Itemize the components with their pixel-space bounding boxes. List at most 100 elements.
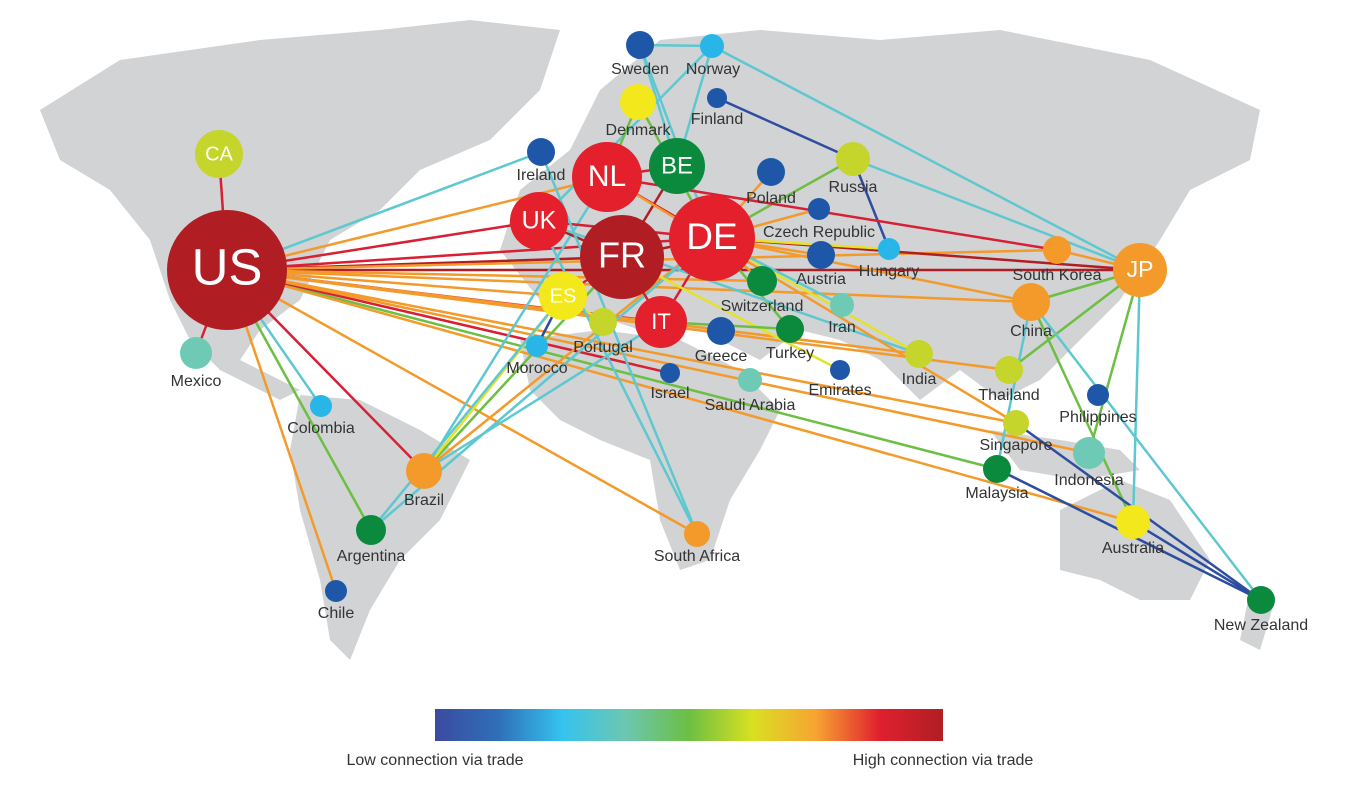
node	[649, 138, 705, 194]
node	[747, 266, 777, 296]
node-label: Sweden	[611, 61, 669, 78]
node	[995, 356, 1023, 384]
node	[180, 337, 212, 369]
legend-high: High connection via trade	[853, 752, 1034, 769]
node-label: ES	[550, 285, 577, 307]
indonesia-land	[990, 430, 1140, 480]
node-label: South Africa	[654, 548, 740, 565]
node	[1087, 384, 1109, 406]
node-label: Finland	[691, 111, 743, 128]
node	[1073, 437, 1105, 469]
connection	[1008, 269, 1141, 371]
node	[983, 455, 1011, 483]
connection	[711, 236, 1032, 304]
node-label: Australia	[1102, 540, 1164, 557]
node-label: BE	[661, 152, 693, 179]
node-label: IT	[651, 309, 671, 334]
node	[707, 88, 727, 108]
node	[1247, 586, 1275, 614]
node-label: UK	[522, 207, 557, 235]
connection	[1030, 301, 1262, 601]
nodes: US CA Mexico Colombia Brazil Argentina Chile UK…	[167, 31, 1308, 634]
node	[1003, 410, 1029, 436]
connection	[995, 301, 1033, 470]
node	[526, 335, 548, 357]
node	[757, 158, 785, 186]
node	[626, 31, 654, 59]
connection	[422, 176, 609, 472]
node-label: Poland	[746, 190, 796, 207]
node-label: Greece	[695, 348, 748, 365]
australia	[1060, 480, 1210, 600]
node-label: Mexico	[171, 373, 222, 390]
node-label: Turkey	[766, 345, 814, 362]
node-label: Indonesia	[1054, 472, 1123, 489]
node-label: Argentina	[337, 548, 406, 565]
node-label: Switzerland	[721, 298, 804, 315]
node	[539, 272, 587, 320]
connection	[370, 295, 564, 531]
node	[684, 521, 710, 547]
connection	[1029, 301, 1135, 523]
north-america	[40, 20, 560, 400]
node	[589, 308, 617, 336]
node	[808, 198, 830, 220]
node-label: Hungary	[859, 263, 919, 280]
node-label: China	[1010, 323, 1052, 340]
node	[1043, 236, 1071, 264]
node-label: US	[192, 238, 263, 295]
node	[620, 84, 656, 120]
legend-bar	[435, 709, 943, 741]
node-label: Philippines	[1059, 409, 1136, 426]
node	[167, 210, 287, 330]
node	[195, 130, 243, 178]
connection	[852, 157, 1141, 272]
node	[1113, 243, 1167, 297]
node-label: FR	[598, 235, 646, 276]
node-label: Emirates	[808, 382, 871, 399]
node	[836, 142, 870, 176]
connection	[1131, 269, 1142, 523]
node	[807, 241, 835, 269]
node-label: India	[902, 371, 937, 388]
node	[1012, 283, 1050, 321]
node-label: Colombia	[287, 420, 355, 437]
node	[580, 215, 664, 299]
node-label: JP	[1127, 256, 1154, 282]
node	[669, 195, 755, 281]
node-label: CA	[205, 143, 233, 165]
connection	[226, 268, 998, 471]
node	[830, 360, 850, 380]
node	[356, 515, 386, 545]
node	[905, 340, 933, 368]
node	[878, 238, 900, 260]
node-label: DE	[686, 216, 737, 257]
legend-low: Low connection via trade	[347, 752, 524, 769]
connection	[423, 256, 623, 472]
node-label: Brazil	[404, 492, 444, 509]
node-label: Russia	[829, 179, 878, 196]
node-label: Iran	[828, 319, 856, 336]
node	[700, 34, 724, 58]
node-label: Norway	[686, 61, 740, 78]
node	[325, 580, 347, 602]
node-label: Czech Republic	[763, 224, 875, 241]
node-label: Thailand	[978, 387, 1039, 404]
node	[738, 368, 762, 392]
node-label: Singapore	[980, 437, 1053, 454]
node	[572, 142, 642, 212]
node	[660, 363, 680, 383]
node-label: Ireland	[517, 167, 566, 184]
connection	[711, 44, 1141, 272]
node	[830, 293, 854, 317]
connection	[226, 268, 1134, 524]
node	[406, 453, 442, 489]
connection	[423, 237, 713, 472]
africa	[520, 330, 780, 570]
node-label: Saudi Arabia	[705, 397, 796, 414]
connection	[226, 268, 763, 283]
node	[510, 192, 568, 250]
node-label: NL	[588, 160, 626, 193]
node-label: Israel	[650, 385, 689, 402]
